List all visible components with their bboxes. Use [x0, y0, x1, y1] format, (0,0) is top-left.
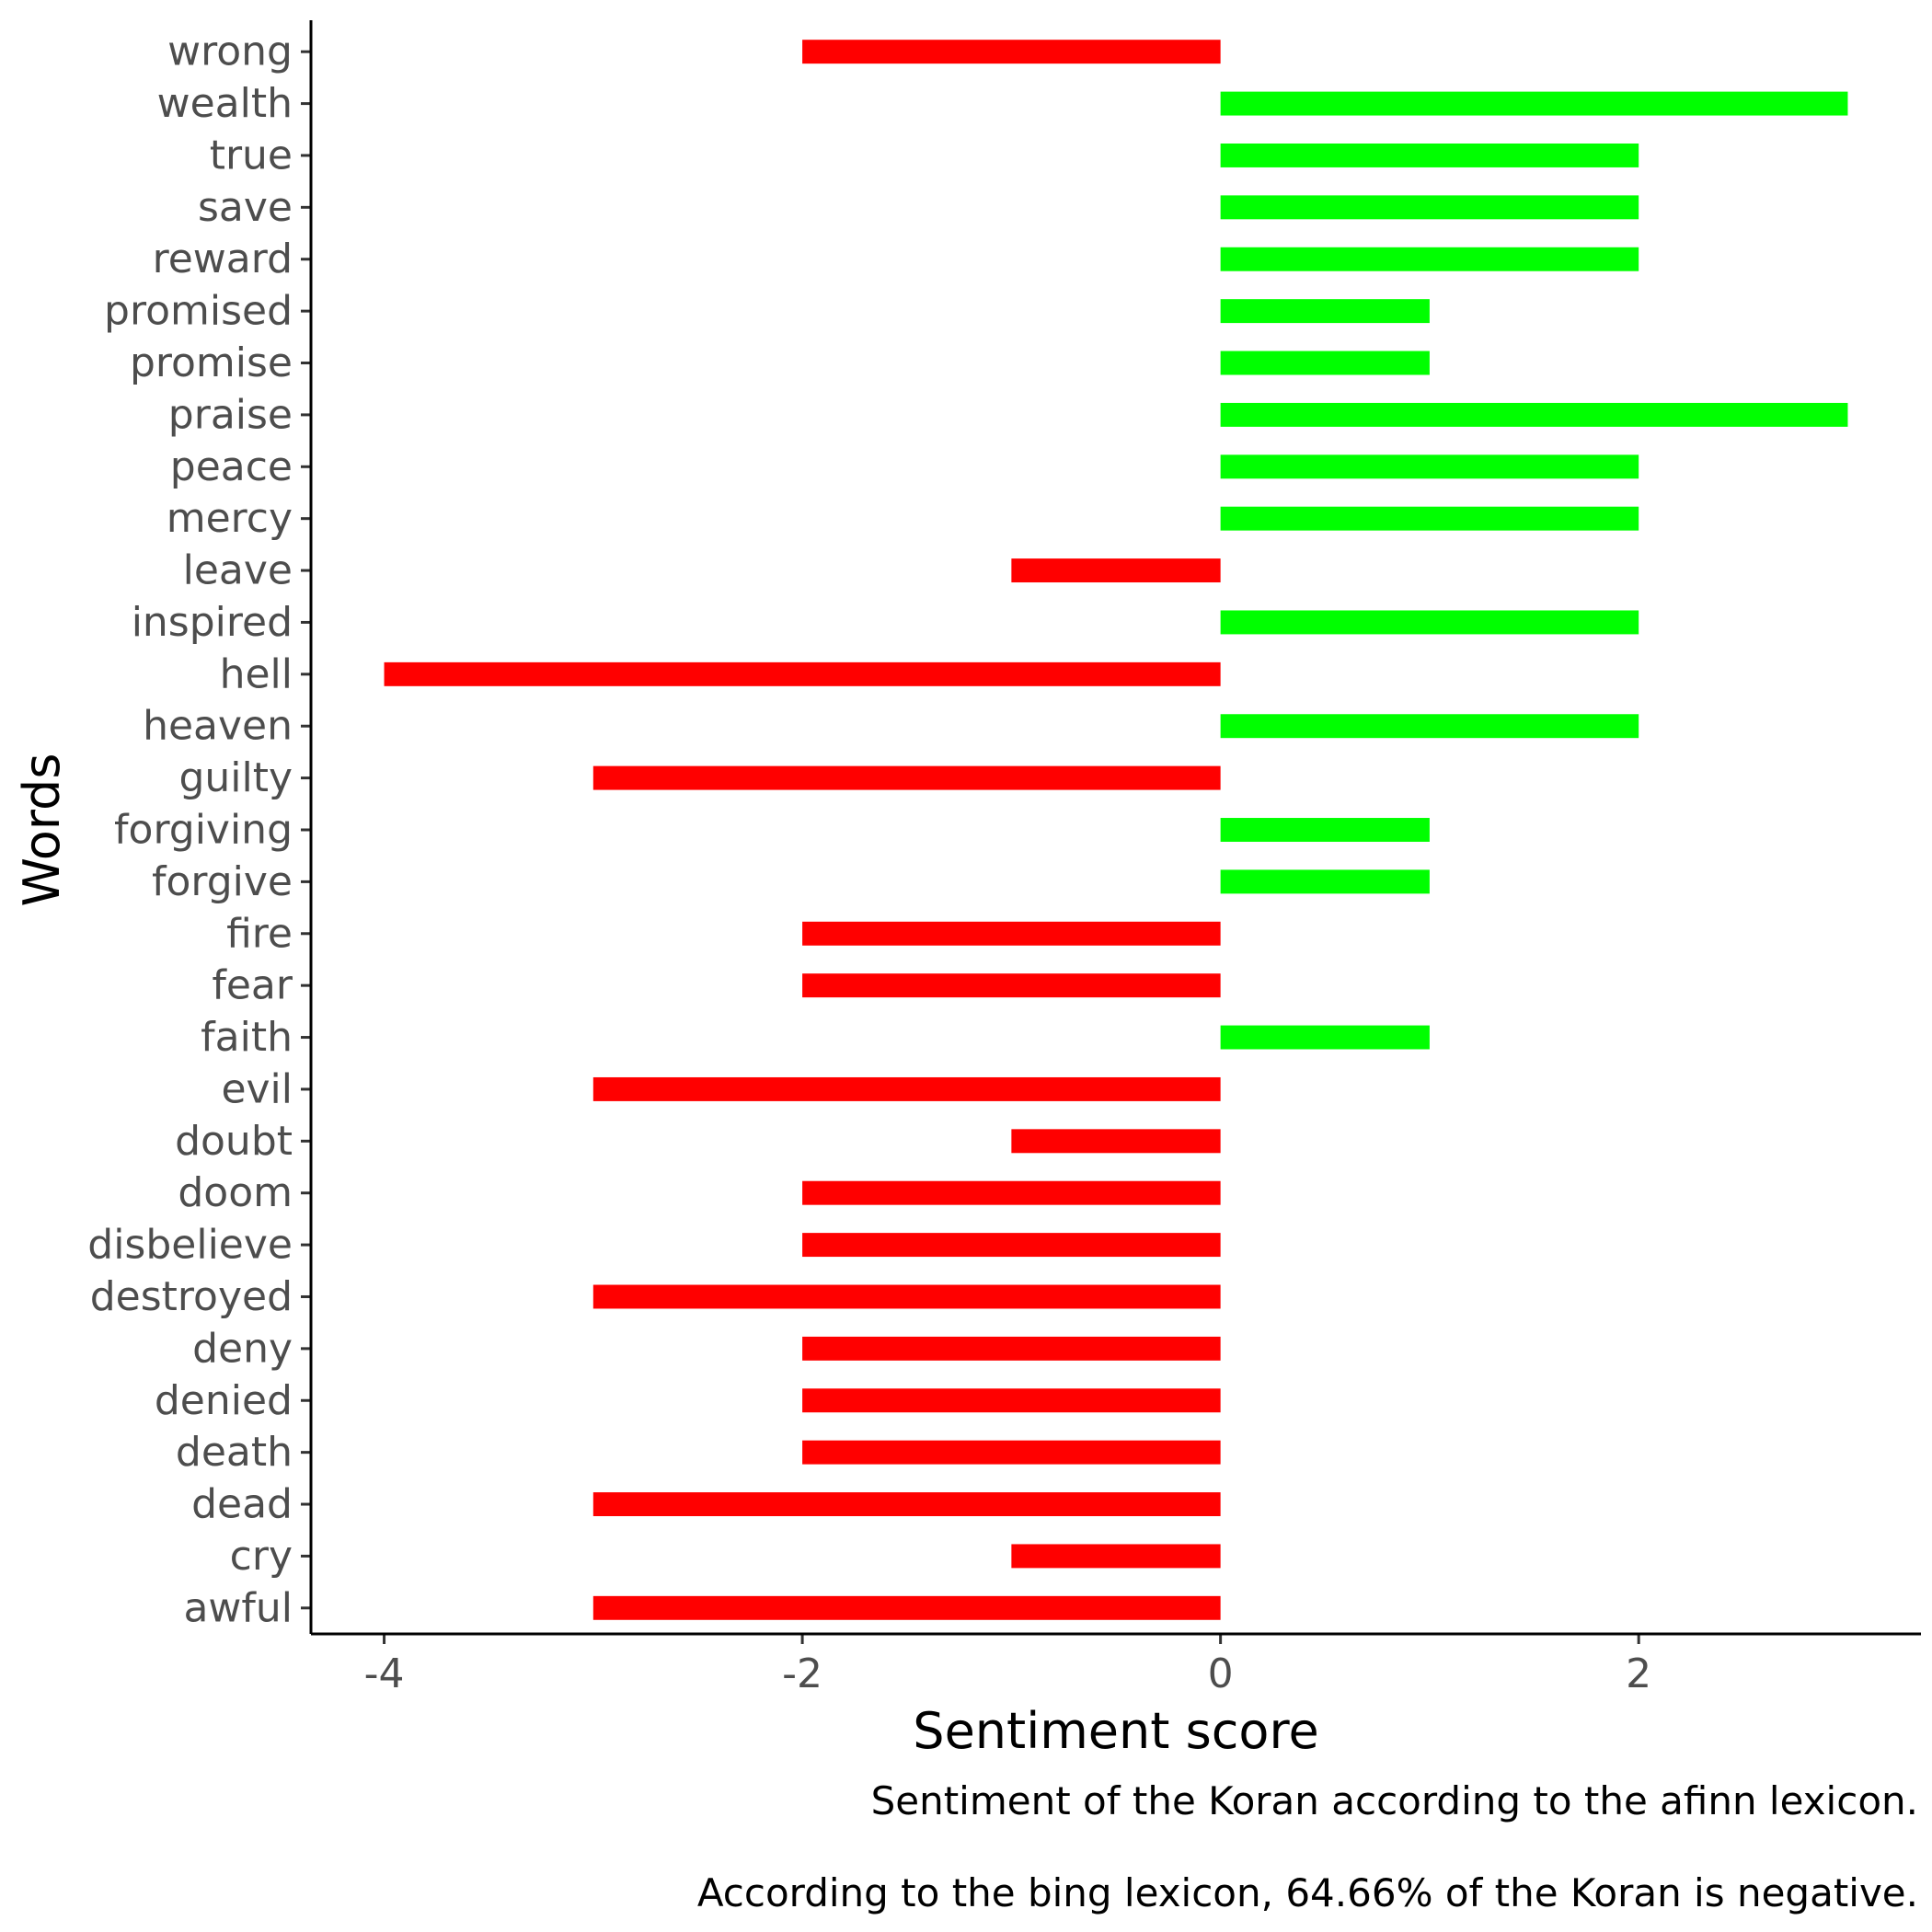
- y-tick-label: true: [210, 132, 293, 178]
- bar-reward: [1220, 247, 1639, 271]
- bar-peace: [1220, 454, 1639, 479]
- y-tick-label: deny: [192, 1325, 293, 1372]
- y-tick-label: guilty: [178, 754, 293, 801]
- bar-awful: [592, 1595, 1221, 1620]
- x-axis-ticks: -4 -2 0 2: [364, 1634, 1651, 1697]
- bar-destroyed: [592, 1284, 1221, 1309]
- y-tick-label: awful: [183, 1584, 293, 1631]
- y-tick-label: wrong: [167, 29, 293, 75]
- x-tick-label: 0: [1208, 1650, 1234, 1697]
- bar-guilty: [592, 765, 1221, 790]
- x-axis-title: Sentiment score: [913, 1702, 1318, 1760]
- x-tick-label: 2: [1626, 1650, 1651, 1697]
- bar-heaven: [1220, 714, 1639, 739]
- y-tick-label: promised: [104, 288, 293, 335]
- y-tick-label: faith: [201, 1014, 293, 1061]
- bar-promise: [1220, 351, 1430, 375]
- bar-dead: [592, 1492, 1221, 1517]
- y-tick-label: denied: [155, 1377, 293, 1424]
- bar-forgiving: [1220, 818, 1430, 842]
- bar-deny: [802, 1336, 1221, 1361]
- y-tick-label: forgive: [152, 858, 293, 905]
- bar-doubt: [1011, 1129, 1221, 1154]
- y-tick-label: promise: [130, 339, 293, 386]
- y-tick-label: save: [198, 184, 293, 231]
- y-tick-label: heaven: [143, 703, 293, 750]
- y-tick-label: wealth: [157, 80, 293, 127]
- bars-layer: [384, 40, 1848, 1620]
- bar-fire: [802, 921, 1221, 946]
- y-tick-label: praise: [168, 391, 293, 438]
- bar-faith: [1220, 1025, 1430, 1050]
- bar-true: [1220, 143, 1639, 167]
- y-tick-label: destroyed: [90, 1273, 293, 1320]
- bar-death: [802, 1440, 1221, 1465]
- y-axis-title: Words: [13, 753, 71, 907]
- y-tick-label: peace: [170, 443, 293, 490]
- bar-forgive: [1220, 869, 1430, 894]
- bar-disbelieve: [802, 1233, 1221, 1258]
- bar-evil: [592, 1076, 1221, 1101]
- caption-line-1: Sentiment of the Koran according to the …: [871, 1778, 1918, 1823]
- y-tick-label: inspired: [132, 599, 293, 646]
- y-tick-label: disbelieve: [87, 1222, 293, 1269]
- bar-doom: [802, 1180, 1221, 1205]
- caption-line-2: According to the bing lexicon, 64.66% of…: [697, 1870, 1918, 1915]
- y-tick-label: evil: [221, 1065, 293, 1112]
- y-tick-label: hell: [220, 650, 293, 697]
- y-tick-label: fear: [212, 962, 293, 1009]
- bar-fear: [802, 973, 1221, 998]
- bar-mercy: [1220, 506, 1639, 531]
- x-tick-label: -2: [782, 1650, 822, 1697]
- y-axis-ticks: wrong wealth true save reward promisedpromise…: [87, 29, 311, 1631]
- bar-hell: [384, 661, 1221, 686]
- bar-wrong: [802, 40, 1221, 64]
- y-tick-label: death: [176, 1429, 293, 1476]
- y-tick-label: fire: [226, 910, 293, 957]
- bar-save: [1220, 195, 1639, 220]
- y-tick-label: mercy: [167, 495, 293, 542]
- bar-inspired: [1220, 610, 1639, 635]
- y-tick-label: forgiving: [114, 807, 293, 854]
- y-tick-label: cry: [230, 1533, 293, 1580]
- y-tick-label: reward: [153, 236, 293, 282]
- y-tick-label: leave: [183, 547, 293, 594]
- bar-promised: [1220, 299, 1430, 324]
- y-tick-label: doom: [178, 1169, 293, 1216]
- bar-cry: [1011, 1544, 1221, 1569]
- bar-wealth: [1220, 91, 1848, 116]
- y-tick-label: doubt: [175, 1118, 293, 1165]
- x-tick-label: -4: [364, 1650, 405, 1697]
- y-tick-label: dead: [191, 1481, 293, 1528]
- bar-praise: [1220, 402, 1848, 427]
- bar-denied: [802, 1388, 1221, 1413]
- bar-leave: [1011, 558, 1221, 583]
